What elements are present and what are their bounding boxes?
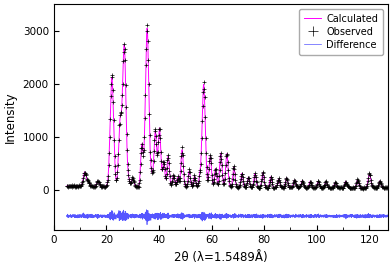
Line: Calculated: Calculated [67,28,388,188]
Difference [65,215,69,218]
Difference [81,215,85,218]
Difference [181,217,185,220]
Difference [145,223,149,226]
Calculated [145,27,149,30]
Difference [385,214,390,218]
Calculated [319,186,324,189]
Observed [116,163,120,167]
X-axis label: 2θ (λ=1.5489Å): 2θ (λ=1.5489Å) [174,251,268,264]
Observed [145,24,150,27]
Calculated [269,175,273,178]
Observed [279,186,284,189]
Calculated [385,186,390,189]
Observed [342,183,347,186]
Calculated [65,184,69,188]
Line: Difference: Difference [67,210,388,225]
Difference [254,214,259,218]
Difference [319,214,324,217]
Observed [240,172,245,176]
Line: Observed: Observed [65,24,389,190]
Observed [361,187,365,190]
Calculated [254,183,259,186]
Observed [385,186,390,189]
Calculated [303,185,307,189]
Legend: Calculated, Observed, Difference: Calculated, Observed, Difference [299,9,383,55]
Difference [303,215,307,218]
Calculated [181,159,185,163]
Calculated [81,178,85,181]
Difference [144,208,149,211]
Observed [65,184,69,188]
Y-axis label: Intensity: Intensity [4,91,17,143]
Observed [218,155,223,158]
Observed [270,185,275,188]
Difference [269,213,273,216]
